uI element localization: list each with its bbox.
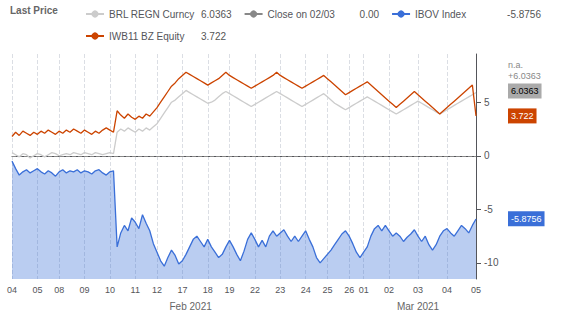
svg-text:Feb 2021: Feb 2021	[170, 301, 213, 312]
svg-text:26: 26	[344, 285, 354, 295]
svg-text:05: 05	[471, 285, 481, 295]
svg-text:24: 24	[301, 285, 311, 295]
svg-text:0.00: 0.00	[360, 9, 380, 20]
svg-text:Last Price: Last Price	[10, 5, 58, 16]
svg-text:19: 19	[224, 285, 234, 295]
svg-text:01: 01	[359, 285, 369, 295]
svg-text:12: 12	[152, 285, 162, 295]
svg-text:5: 5	[484, 97, 490, 108]
svg-text:3.722: 3.722	[201, 31, 226, 42]
svg-text:23: 23	[275, 285, 285, 295]
svg-text:08: 08	[54, 285, 64, 295]
svg-text:05: 05	[32, 285, 42, 295]
svg-text:03: 03	[413, 285, 423, 295]
svg-text:04: 04	[442, 285, 452, 295]
svg-text:BRL REGN Curncy: BRL REGN Curncy	[109, 9, 194, 20]
svg-text:11: 11	[131, 285, 140, 295]
svg-text:22: 22	[250, 285, 260, 295]
svg-text:n.a.: n.a.	[508, 60, 523, 70]
svg-text:-10: -10	[484, 257, 499, 268]
svg-text:0: 0	[484, 150, 490, 161]
svg-text:6.0363: 6.0363	[201, 9, 232, 20]
svg-text:Mar 2021: Mar 2021	[397, 301, 440, 312]
svg-text:IBOV Index: IBOV Index	[415, 9, 466, 20]
svg-text:+6.0363: +6.0363	[508, 71, 541, 81]
svg-text:3.722: 3.722	[511, 111, 534, 121]
svg-text:02: 02	[384, 285, 394, 295]
svg-text:Close on 02/03: Close on 02/03	[268, 9, 336, 20]
svg-text:-5.8756: -5.8756	[511, 214, 542, 224]
svg-text:-5.8756: -5.8756	[507, 9, 541, 20]
svg-text:18: 18	[203, 285, 213, 295]
svg-text:10: 10	[105, 285, 115, 295]
svg-text:17: 17	[177, 285, 187, 295]
svg-text:04: 04	[7, 285, 17, 295]
svg-text:25: 25	[322, 285, 332, 295]
svg-text:IWB11 BZ Equity: IWB11 BZ Equity	[109, 31, 184, 42]
svg-text:-5: -5	[484, 204, 493, 215]
svg-text:6.0363: 6.0363	[511, 86, 539, 96]
svg-text:09: 09	[79, 285, 89, 295]
